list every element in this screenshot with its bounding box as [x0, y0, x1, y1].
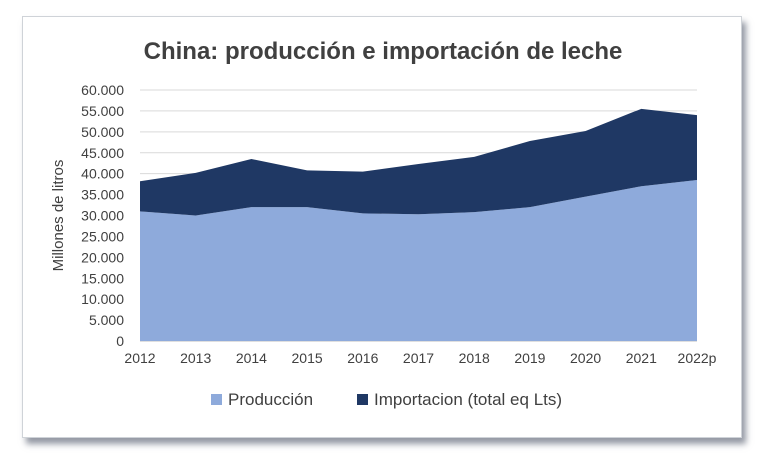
area-chart: China: producción e importación de leche… — [50, 38, 717, 409]
x-tick-label: 2020 — [570, 350, 601, 366]
y-tick-label: 25.000 — [81, 228, 124, 244]
y-axis-ticks: 0 5.000 10.000 15.000 20.000 25.000 30.000 35.0… — [81, 82, 124, 349]
x-tick-label: 2017 — [403, 350, 434, 366]
legend-swatch — [357, 394, 368, 405]
y-tick-label: 10.000 — [81, 291, 124, 307]
y-tick-label: 55.000 — [81, 103, 124, 119]
y-tick-label: 30.000 — [81, 208, 124, 224]
y-tick-label: 0 — [116, 333, 124, 349]
area-series-1 — [140, 179, 697, 341]
y-tick-label: 45.000 — [81, 145, 124, 161]
x-tick-label: 2018 — [459, 350, 490, 366]
y-tick-label: 15.000 — [81, 270, 124, 286]
y-tick-label: 20.000 — [81, 249, 124, 265]
chart-card: China: producción e importación de leche… — [22, 16, 742, 438]
x-tick-label: 2016 — [347, 350, 378, 366]
x-tick-label: 2021 — [626, 350, 657, 366]
x-tick-label: 2019 — [514, 350, 545, 366]
x-tick-label: 2012 — [124, 350, 155, 366]
legend-label: Producción — [228, 390, 313, 409]
y-tick-label: 5.000 — [89, 312, 124, 328]
area-series — [140, 108, 697, 341]
x-tick-label: 2014 — [236, 350, 267, 366]
legend-swatch — [211, 394, 222, 405]
x-tick-label: 2022p — [678, 350, 717, 366]
y-tick-label: 60.000 — [81, 82, 124, 98]
legend: Producción Importacion (total eq Lts) — [211, 390, 562, 409]
y-tick-label: 35.000 — [81, 187, 124, 203]
y-tick-label: 40.000 — [81, 166, 124, 182]
area-series-2 — [140, 108, 697, 216]
x-tick-label: 2015 — [292, 350, 323, 366]
x-tick-label: 2013 — [180, 350, 211, 366]
y-tick-label: 50.000 — [81, 124, 124, 140]
y-axis-label: Millones de litros — [50, 160, 67, 272]
chart-title: China: producción e importación de leche — [144, 38, 623, 65]
x-axis-ticks: 2012 2013 2014 2015 2016 2017 2018 2019 2020 2021… — [124, 350, 716, 366]
legend-label: Importacion (total eq Lts) — [374, 390, 562, 409]
